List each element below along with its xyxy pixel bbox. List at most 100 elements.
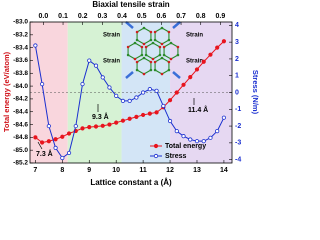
inset-atom	[151, 57, 155, 61]
inset-atom	[153, 38, 157, 42]
data-point	[215, 45, 220, 50]
inset-atom	[153, 60, 157, 64]
x2-tick-label: 0.9	[216, 13, 226, 20]
data-point	[141, 90, 146, 95]
inset-atom	[158, 53, 162, 57]
inset-atom	[167, 38, 171, 42]
data-point	[114, 93, 119, 98]
inset-atom	[176, 53, 180, 57]
data-point	[194, 139, 200, 144]
x2-tick-label: 0.3	[98, 13, 108, 20]
data-point	[154, 88, 159, 93]
strain-arrow	[125, 71, 134, 79]
inset-atom	[162, 45, 166, 49]
x2-tick-label: 0.0	[39, 13, 49, 20]
data-point	[40, 140, 45, 145]
inset-atom	[149, 38, 153, 42]
inset-atom	[126, 53, 130, 57]
inset-atom	[135, 68, 139, 72]
x-tick-label: 7	[33, 167, 37, 174]
data-point	[174, 129, 179, 134]
data-point	[215, 129, 220, 134]
inset-label: Strain	[186, 33, 203, 39]
data-point	[53, 145, 58, 150]
y-tick-label: -83.8	[13, 70, 28, 77]
inset-atom	[160, 56, 164, 60]
inset-atom	[162, 53, 166, 57]
data-point	[221, 39, 227, 44]
inset-label: Strain	[103, 33, 120, 39]
data-point	[221, 115, 227, 120]
x2-tick-label: 0.4	[117, 13, 127, 20]
inset-atom	[158, 45, 162, 49]
legend-label: Stress	[165, 153, 187, 160]
data-point	[161, 103, 166, 109]
data-point	[134, 95, 139, 100]
data-point	[174, 90, 179, 95]
data-point	[147, 87, 152, 92]
strain-arrow	[172, 71, 181, 79]
inset-atom	[126, 45, 130, 49]
y2-tick-label: -2	[235, 123, 241, 130]
inset-atom	[160, 42, 164, 46]
inset-atom	[144, 53, 148, 57]
y-tick-label: -85.2	[13, 160, 28, 167]
data-point	[93, 124, 99, 129]
x2-tick-label: 0.8	[196, 13, 206, 20]
inset-label: Strain	[103, 59, 120, 65]
inset-atom	[133, 41, 137, 45]
inset-atom	[140, 45, 144, 49]
data-point	[194, 67, 200, 72]
data-point	[93, 63, 99, 68]
data-point	[66, 150, 72, 156]
inset-atom	[151, 41, 155, 45]
data-point	[201, 139, 206, 144]
x2-tick-label: 0.6	[157, 13, 167, 20]
y-tick-label: -84.0	[13, 83, 28, 90]
inset-atom	[142, 26, 146, 30]
data-point	[167, 118, 173, 124]
legend-marker	[153, 143, 159, 149]
data-point	[154, 110, 159, 115]
inset-atom	[169, 57, 173, 61]
data-point	[33, 43, 38, 48]
data-point	[114, 120, 119, 125]
legend-marker	[153, 153, 159, 159]
data-point	[60, 155, 65, 161]
inset-atom	[142, 42, 146, 46]
x-tick-label: 8	[60, 167, 64, 174]
data-point	[127, 116, 132, 121]
inset-atom	[169, 41, 173, 45]
x2-tick-label: 0.5	[137, 13, 147, 20]
y-tick-label: -84.2	[13, 96, 28, 103]
y2-tick-label: -4	[235, 156, 241, 163]
inset-atom	[167, 68, 171, 72]
data-point	[167, 98, 173, 103]
y2-tick-label: -3	[235, 140, 241, 147]
y-tick-label: -84.8	[13, 134, 28, 141]
inset-atom	[135, 30, 139, 34]
data-point	[107, 122, 112, 127]
x-tick-label: 12	[166, 167, 174, 174]
inset-atom	[176, 45, 180, 49]
y-tick-label: -84.4	[13, 108, 28, 115]
x2-tick-label: 0.7	[176, 13, 186, 20]
inset-atom	[149, 68, 153, 72]
chart-title: Biaxial tensile strain	[92, 0, 169, 9]
x2-tick-label: 0.2	[78, 13, 88, 20]
inset-atom	[167, 30, 171, 34]
inset-label: Strain	[186, 59, 203, 65]
data-point	[46, 123, 51, 129]
strain-arrow	[125, 21, 134, 29]
inset-atom	[135, 38, 139, 42]
data-point	[208, 52, 213, 57]
x-tick-label: 9	[87, 167, 91, 174]
inset-atom	[149, 30, 153, 34]
data-point	[188, 75, 193, 80]
data-point	[134, 114, 139, 119]
y2-tick-label: 0	[235, 89, 239, 96]
data-point	[80, 82, 85, 87]
y-tick-label: -83.0	[13, 19, 28, 26]
data-point	[127, 98, 132, 103]
inset-atom	[167, 60, 171, 64]
